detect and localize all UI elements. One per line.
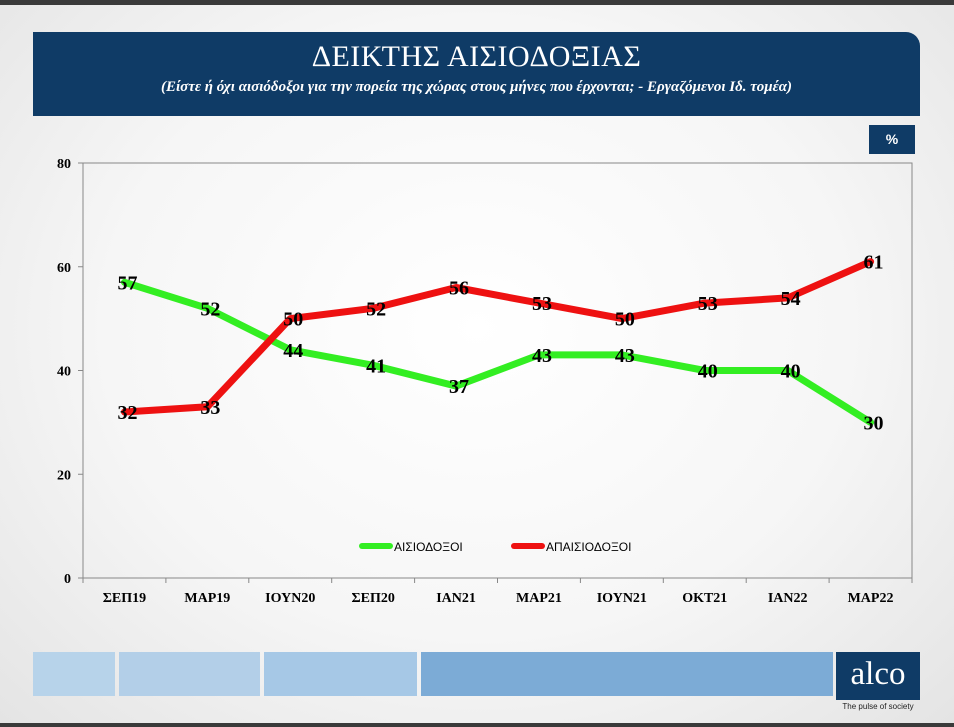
data-label: 54 (781, 288, 801, 310)
data-label: 40 (781, 361, 801, 383)
series-line (121, 258, 875, 416)
footer-bar-segment (421, 652, 833, 696)
x-tick-label: ΜΑΡ21 (516, 591, 562, 606)
y-tick-label: 40 (57, 365, 71, 380)
footer-bar-segment (33, 652, 115, 696)
data-label: 43 (532, 345, 552, 367)
data-label: 41 (366, 355, 386, 377)
x-tick-label: ΙΑΝ22 (768, 591, 808, 606)
data-label: 52 (200, 298, 220, 320)
x-tick-label: ΙΑΝ21 (436, 591, 476, 606)
data-label: 53 (532, 293, 552, 315)
data-label: 30 (864, 412, 884, 434)
series-line (121, 278, 875, 426)
legend-label: ΑΙΣΙΟΔΟΞΟΙ (394, 540, 463, 554)
data-label: 57 (117, 272, 137, 294)
footer-bar-segment (264, 652, 417, 696)
data-label: 56 (449, 278, 469, 300)
x-tick-label: ΣΕΠ20 (351, 591, 394, 606)
x-tick-label: ΣΕΠ19 (103, 591, 146, 606)
logo-tagline: The pulse of society (842, 702, 914, 711)
legend-label: ΑΠΑΙΣΙΟΔΟΞΟΙ (546, 540, 631, 554)
slide-background: ΔΕΙΚΤΗΣ ΑΙΣΙΟΔΟΞΙΑΣ (Είστε ή όχι αισιόδο… (0, 5, 954, 723)
alco-logo: alco (836, 652, 920, 700)
chart-title: ΔΕΙΚΤΗΣ ΑΙΣΙΟΔΟΞΙΑΣ (311, 40, 642, 73)
data-label: 50 (283, 309, 303, 331)
data-label: 50 (615, 309, 635, 331)
data-label: 43 (615, 345, 635, 367)
x-tick-label: ΟΚΤ21 (682, 591, 727, 606)
title-banner: ΔΕΙΚΤΗΣ ΑΙΣΙΟΔΟΞΙΑΣ (Είστε ή όχι αισιόδο… (33, 32, 920, 116)
data-label: 44 (283, 340, 303, 362)
y-tick-label: 60 (57, 261, 71, 276)
data-label: 40 (698, 361, 718, 383)
footer-bar-segment (119, 652, 260, 696)
chart-subtitle: (Είστε ή όχι αισιόδοξοι για την πορεία τ… (160, 79, 793, 95)
data-label: 53 (698, 293, 718, 315)
y-tick-label: 80 (57, 157, 71, 172)
data-label: 33 (200, 397, 220, 419)
x-tick-label: ΙΟΥΝ21 (597, 591, 647, 606)
data-label: 37 (449, 376, 469, 398)
x-tick-label: ΙΟΥΝ20 (265, 591, 315, 606)
x-tick-label: ΜΑΡ22 (848, 591, 894, 606)
logo-text: alco (850, 656, 906, 692)
data-label: 32 (117, 402, 137, 424)
y-tick-label: 0 (64, 572, 71, 587)
unit-badge: % (869, 125, 915, 154)
data-label: 52 (366, 298, 386, 320)
x-tick-label: ΜΑΡ19 (184, 591, 230, 606)
y-tick-label: 20 (57, 468, 71, 483)
data-label: 61 (864, 252, 884, 274)
